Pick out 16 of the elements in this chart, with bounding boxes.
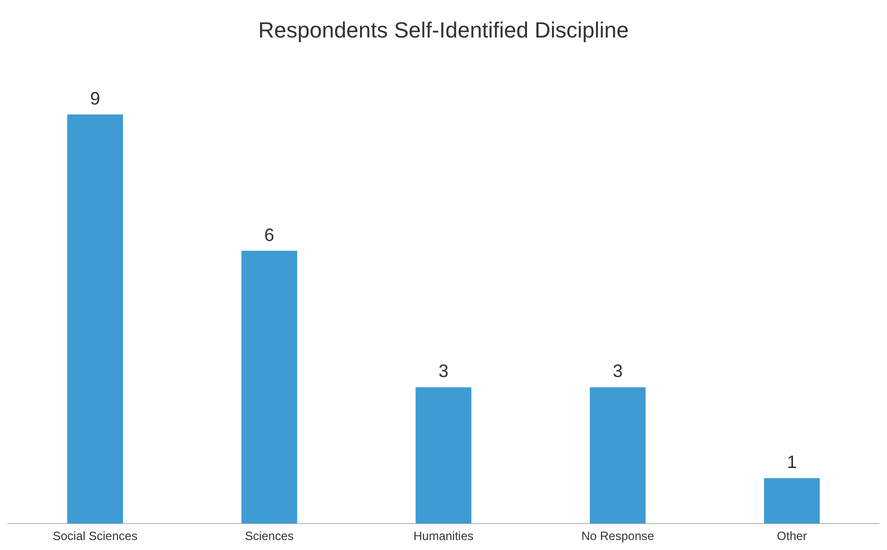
- x-tick-label: No Response: [581, 529, 654, 544]
- bar: [241, 250, 298, 524]
- bar: [67, 114, 123, 524]
- data-label: 6: [264, 224, 274, 245]
- x-tick-label: Social Sciences: [52, 529, 138, 544]
- x-tick-label: Humanities: [413, 529, 474, 544]
- data-label: 3: [612, 361, 623, 382]
- bar: [590, 387, 646, 524]
- data-label: 9: [90, 88, 100, 108]
- bar: [416, 387, 472, 524]
- x-tick-label: Sciences: [244, 529, 294, 544]
- bar: [764, 478, 820, 524]
- chart-title: Respondents Self-Identified Discipline: [258, 17, 629, 42]
- x-tick-label: Other: [776, 529, 807, 544]
- data-label: 1: [786, 452, 797, 472]
- data-label: 3: [438, 361, 449, 382]
